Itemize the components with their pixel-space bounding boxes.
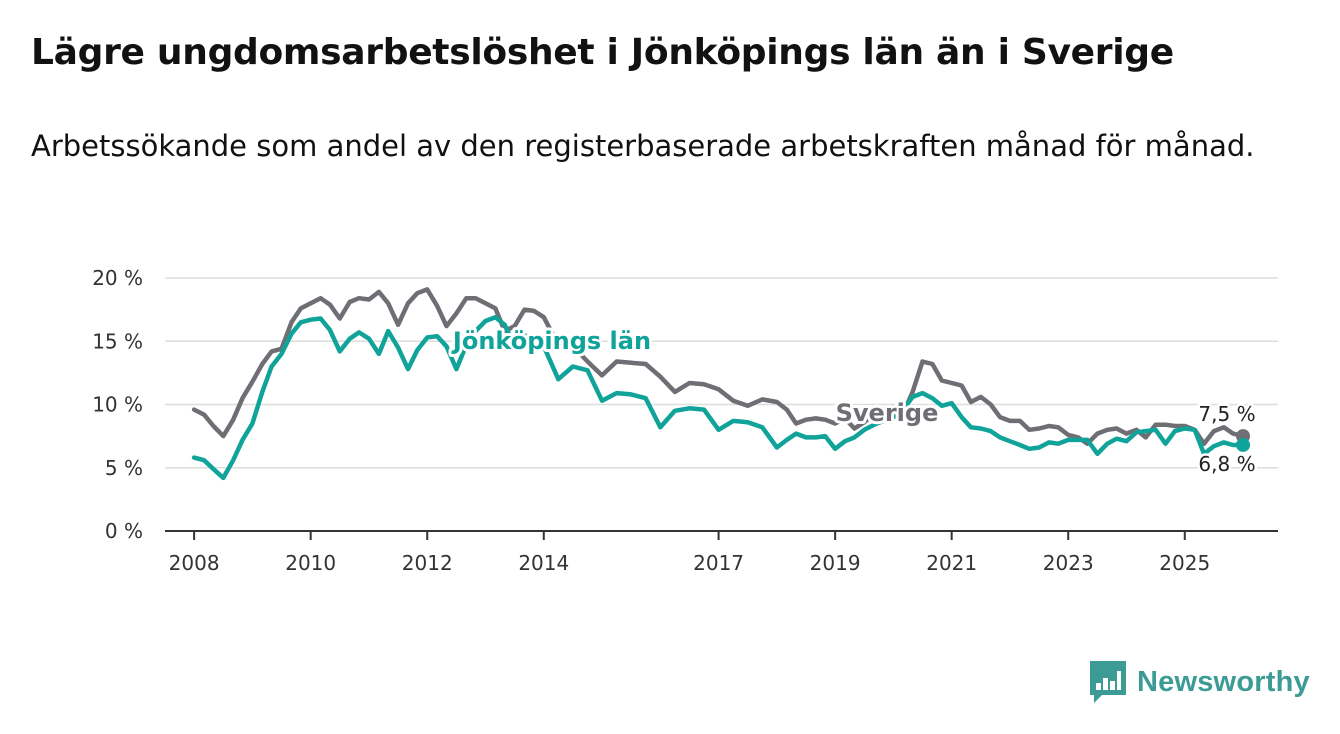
end-value-label-jonkoping: 6,8 % xyxy=(1198,452,1255,476)
end-value-label-sverige: 7,5 % xyxy=(1198,402,1255,426)
x-tick-label: 2021 xyxy=(926,551,977,575)
x-tick-label: 2023 xyxy=(1043,551,1094,575)
brand-name: Newsworthy xyxy=(1137,665,1310,698)
newsworthy-logo-icon xyxy=(1090,661,1126,703)
series-label-jonkoping: Jönköpings län xyxy=(451,327,651,355)
x-tick-label: 2025 xyxy=(1159,551,1210,575)
x-tick-label: 2012 xyxy=(402,551,453,575)
series-labels: Sverige Jönköpings län 7,5 % 6,8 % xyxy=(448,324,1258,479)
series-line-jonkoping xyxy=(191,314,1246,481)
x-tick-label: 2008 xyxy=(169,551,220,575)
series-lines xyxy=(191,287,1251,481)
y-tick-label: 10 % xyxy=(92,393,143,417)
chart-title: Lägre ungdomsarbetslöshet i Jönköpings l… xyxy=(31,32,1174,73)
y-tick-label: 0 % xyxy=(105,519,143,543)
y-axis-ticks: 0 % 5 % 10 % 15 % 20 % xyxy=(92,266,143,543)
x-tick-label: 2017 xyxy=(693,551,744,575)
x-tick-label: 2014 xyxy=(518,551,569,575)
end-point-jonkoping xyxy=(1236,437,1251,452)
y-tick-label: 20 % xyxy=(92,266,143,290)
y-tick-label: 15 % xyxy=(92,329,143,353)
newsworthy-brand: Newsworthy xyxy=(1090,660,1310,704)
gridlines xyxy=(165,277,1278,469)
y-tick-label: 5 % xyxy=(105,456,143,480)
series-line-sverige xyxy=(191,287,1246,446)
chart-subtitle: Arbetssökande som andel av den registerb… xyxy=(31,129,1255,163)
x-axis: 2008 2010 2012 2014 2017 2019 2021 2023 2025 xyxy=(165,530,1278,575)
series-label-sverige: Sverige xyxy=(836,399,939,427)
x-tick-label: 2010 xyxy=(285,551,336,575)
x-tick-label: 2019 xyxy=(810,551,861,575)
